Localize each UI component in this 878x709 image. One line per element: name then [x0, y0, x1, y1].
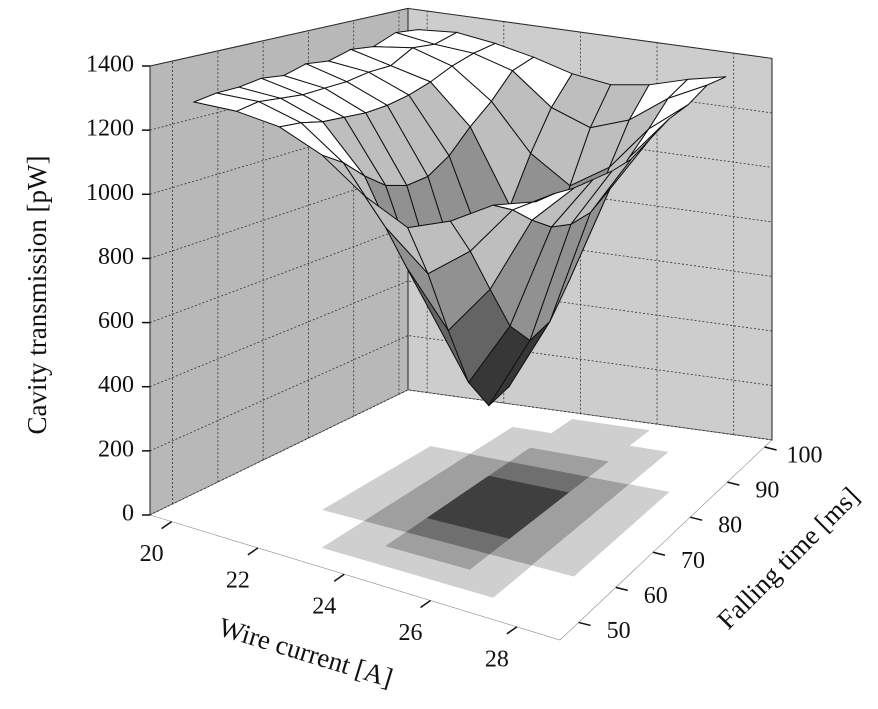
z-tick-label: 400 [98, 372, 134, 398]
y-tick-label: 70 [681, 548, 705, 574]
y-tick-label: 60 [644, 583, 668, 609]
z-axis-title: Cavity transmission [pW] [22, 156, 52, 435]
grid-line [149, 280, 773, 388]
y-tick-label: 80 [718, 513, 742, 539]
z-tick-label: 600 [98, 308, 134, 334]
y-tick [727, 481, 740, 486]
z-tick-label: 1200 [86, 116, 134, 142]
x-tick [247, 547, 259, 556]
floor-contour [608, 445, 669, 469]
z-tick-label: 1400 [86, 52, 134, 78]
x-tick [420, 599, 431, 609]
x-axis-title: Wire current [A] [215, 612, 396, 693]
grid-line [149, 7, 773, 67]
z-tick-label: 800 [98, 244, 134, 270]
y-tick [689, 516, 703, 521]
y-tick-label: 50 [607, 618, 631, 644]
y-axis-title: Falling time [ms] [711, 481, 865, 635]
grid-line [149, 225, 773, 323]
floor-contour [609, 484, 670, 510]
x-tick-label: 26 [399, 620, 423, 646]
y-tick-label: 100 [787, 443, 823, 469]
surface-patch [492, 192, 556, 211]
x-tick-label: 24 [312, 594, 336, 620]
x-tick-label: 28 [485, 646, 509, 672]
x-tick-label: 22 [226, 567, 250, 593]
z-tick-label: 200 [98, 436, 134, 462]
x-tick-label: 20 [140, 541, 164, 567]
x-tick [506, 626, 518, 635]
y-tick [578, 621, 591, 627]
y-tick-label: 90 [755, 478, 779, 504]
y-tick [652, 551, 666, 557]
y-tick [615, 586, 628, 592]
floor-contour [589, 424, 650, 447]
x-tick [333, 573, 345, 582]
y-tick [764, 446, 777, 451]
z-tick-label: 0 [122, 501, 134, 527]
z-tick-label: 1000 [86, 180, 134, 206]
x-tick [161, 520, 173, 530]
